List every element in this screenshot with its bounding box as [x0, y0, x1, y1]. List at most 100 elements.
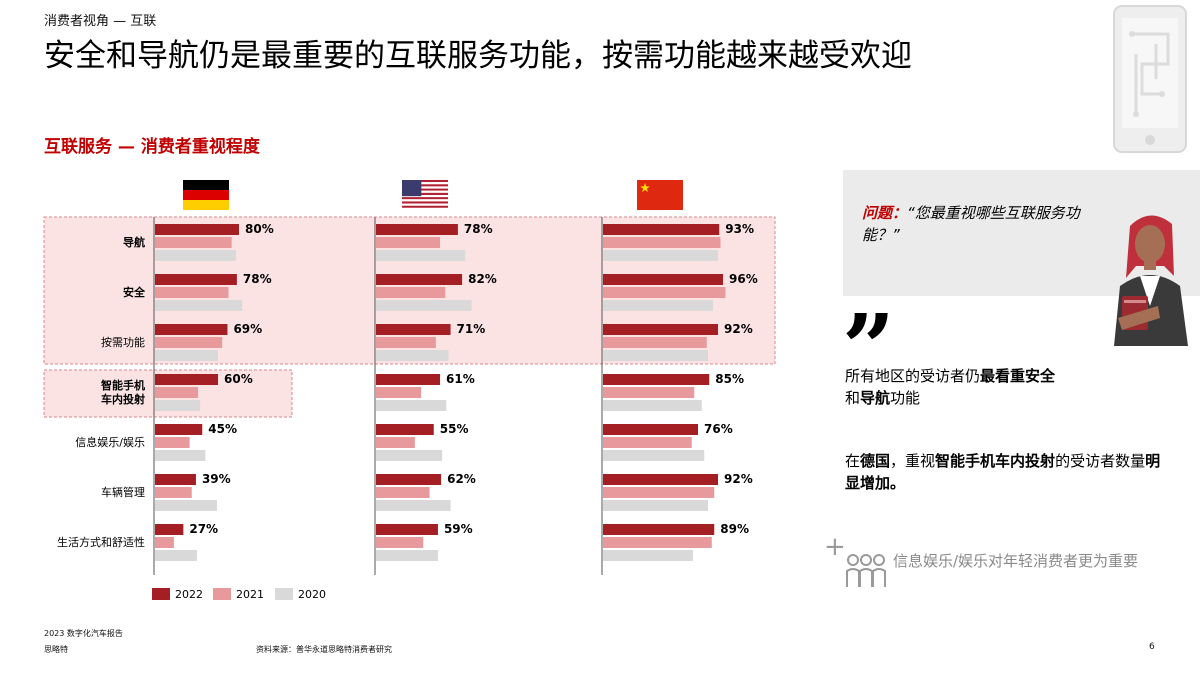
legend-swatch-2021: [213, 588, 231, 600]
bar-美国-2021: [376, 287, 446, 298]
finding1-middle: 和: [845, 389, 861, 407]
chart-subtitle: 互联服务 — 消费者重视程度: [44, 137, 260, 157]
bar-德国-2020: [155, 500, 217, 511]
bar-美国-2020: [376, 350, 449, 361]
germany-flag-stripe-black: [183, 180, 229, 190]
data-label: 89%: [720, 522, 749, 536]
finding2-bold1: 德国: [860, 452, 891, 470]
data-label: 61%: [446, 372, 475, 386]
category-label: 导航: [123, 235, 145, 249]
bar-美国-2021: [376, 537, 424, 548]
germany-flag-stripe-red: [183, 190, 229, 200]
finding2-part2: ，重视: [890, 452, 936, 470]
bar-美国-2020: [376, 250, 466, 261]
bar-美国-2021: [376, 437, 415, 448]
footer-source: 资料来源：普华永道思略特消费者研究: [256, 645, 392, 654]
finding2-part1: 在: [845, 452, 861, 470]
bar-中国-2020: [603, 550, 693, 561]
usa-flag-stripe: [402, 184, 448, 187]
bar-德国-2020: [155, 300, 243, 311]
data-label: 71%: [457, 322, 486, 336]
data-label: 96%: [729, 272, 758, 286]
bar-德国-2020: [155, 450, 206, 461]
bar-美国-2022: [376, 224, 458, 235]
bar-美国-2021: [376, 387, 422, 398]
bar-德国-2022: [155, 374, 218, 385]
bar-中国-2021: [603, 337, 707, 348]
bar-德国-2021: [155, 337, 223, 348]
bar-美国-2022: [376, 524, 438, 535]
bar-美国-2021: [376, 337, 436, 348]
legend-label-2021: 2021: [236, 588, 264, 601]
category-label: 智能手机车内投射: [101, 378, 145, 406]
data-label: 80%: [245, 222, 274, 236]
data-label: 92%: [724, 472, 753, 486]
bar-德国-2022: [155, 474, 196, 485]
data-label: 27%: [189, 522, 218, 536]
bar-中国-2020: [603, 500, 708, 511]
insight-text: 信息娱乐/娱乐对年轻消费者更为重要: [893, 552, 1139, 570]
category-label: 按需功能: [101, 335, 145, 349]
data-label: 92%: [724, 322, 753, 336]
bar-德国-2022: [155, 224, 239, 235]
bar-中国-2021: [603, 237, 721, 248]
germany-flag-stripe-gold: [183, 200, 229, 210]
breadcrumb: 消费者视角 — 互联: [44, 14, 157, 29]
china-flag-field: [637, 180, 683, 210]
bar-中国-2022: [603, 474, 718, 485]
data-label: 59%: [444, 522, 473, 536]
finding1-suffix: 功能: [890, 389, 921, 407]
bar-中国-2021: [603, 437, 692, 448]
bar-美国-2022: [376, 324, 451, 335]
plus-icon: +: [824, 532, 846, 562]
data-label: 45%: [208, 422, 237, 436]
category-label: 信息娱乐/娱乐: [75, 435, 145, 449]
footer-brand: 思略特: [44, 645, 68, 654]
usa-flag-canton: [402, 180, 422, 197]
bar-中国-2022: [603, 224, 720, 235]
bar-中国-2020: [603, 350, 708, 361]
bar-德国-2020: [155, 550, 197, 561]
bar-德国-2021: [155, 537, 174, 548]
smartphone-icon: [1113, 5, 1187, 153]
bar-中国-2022: [603, 524, 715, 535]
category-label: 安全: [123, 285, 146, 299]
finding2-bold3: 明显增加。: [845, 452, 1161, 492]
legend-label-2022: 2022: [175, 588, 203, 601]
page-number: 6: [1149, 642, 1155, 652]
legend-label-2020: 2020: [298, 588, 326, 601]
bar-美国-2022: [376, 424, 434, 435]
bar-德国-2021: [155, 287, 229, 298]
usa-flag-stripe: [402, 195, 448, 198]
bar-中国-2022: [603, 424, 698, 435]
bar-德国-2022: [155, 424, 203, 435]
bar-美国-2020: [376, 550, 438, 561]
data-label: 39%: [202, 472, 231, 486]
bar-德国-2021: [155, 437, 190, 448]
data-label: 62%: [447, 472, 476, 486]
data-label: 82%: [468, 272, 497, 286]
finding1-prefix: 所有地区的受访者仍: [845, 367, 981, 385]
bar-德国-2022: [155, 274, 237, 285]
usa-flag-stripe: [402, 203, 448, 206]
person-illustration: [1114, 215, 1188, 346]
finding-germany-projection: 在德国，重视智能手机车内投射的受访者数量明显增加。: [845, 450, 1165, 494]
bar-美国-2020: [376, 500, 451, 511]
question-text: 问题：“您最重视哪些互联服务功能？”: [862, 202, 1102, 246]
category-label: 车辆管理: [101, 485, 145, 499]
bar-美国-2022: [376, 274, 463, 285]
quote-icon: ”: [842, 294, 895, 402]
data-label: 76%: [704, 422, 733, 436]
data-label: 93%: [725, 222, 754, 236]
data-label: 69%: [233, 322, 262, 336]
bar-德国-2022: [155, 324, 228, 335]
data-label: 78%: [243, 272, 272, 286]
footer-report-title: 2023 数字化汽车报告: [44, 629, 123, 638]
bar-德国-2021: [155, 387, 199, 398]
bar-中国-2022: [603, 374, 710, 385]
bar-美国-2021: [376, 487, 430, 498]
data-label: 55%: [440, 422, 469, 436]
bar-中国-2020: [603, 250, 718, 261]
bar-美国-2020: [376, 450, 443, 461]
